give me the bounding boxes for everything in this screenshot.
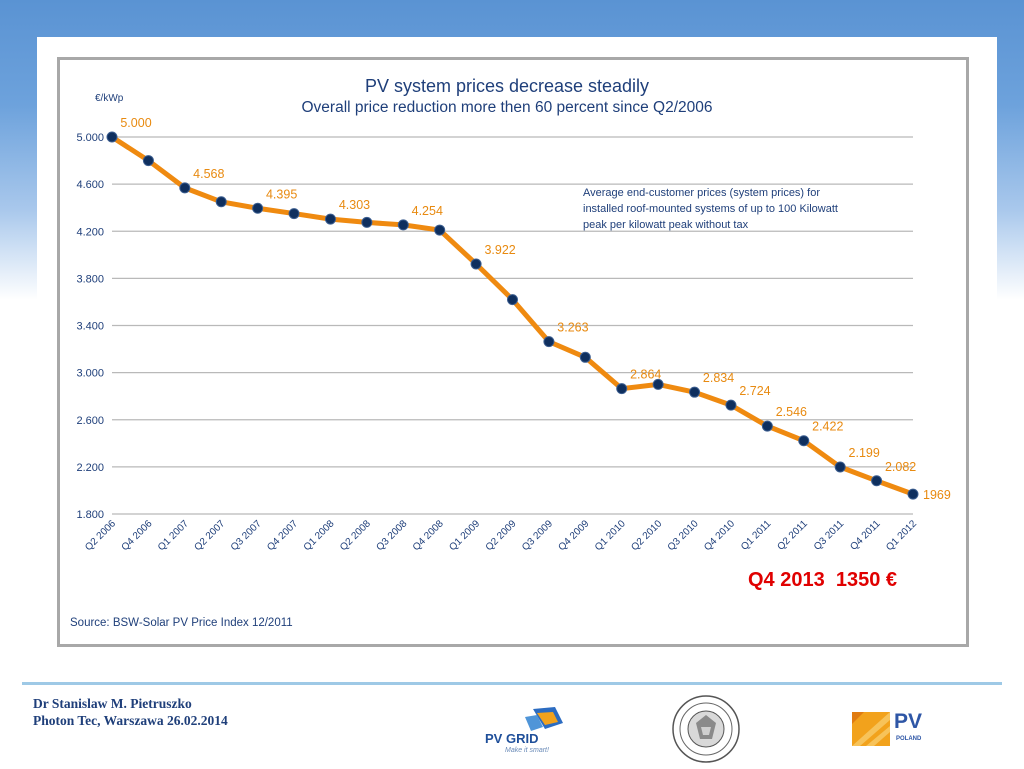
x-tick-label: Q1 2011 <box>739 518 774 553</box>
x-tick-label: Q2 2007 <box>192 518 227 553</box>
data-point <box>434 224 446 236</box>
y-tick-label: 2.600 <box>76 415 104 427</box>
data-label: 1969 <box>923 488 951 502</box>
x-tick-label: Q4 2011 <box>848 518 883 553</box>
data-label: 2.199 <box>849 446 880 460</box>
x-tick-label: Q4 2007 <box>265 518 300 553</box>
data-label: 2.082 <box>885 460 916 474</box>
data-point <box>543 336 555 348</box>
y-tick-label: 1.800 <box>76 509 104 521</box>
chart-frame: 5.000 4.600 4.200 3.800 3.400 3.000 2.600 2.200… <box>57 57 969 647</box>
data-point <box>689 386 701 398</box>
y-axis-label: €/kWp <box>95 93 124 104</box>
x-tick-label: Q3 2009 <box>520 518 555 553</box>
data-label: 4.568 <box>193 167 224 181</box>
q4-2013-price-note: Q4 2013 1350 € <box>748 569 898 591</box>
data-point <box>507 294 518 306</box>
pv-poland-logo: PV POLAND <box>852 710 932 750</box>
data-point <box>142 155 154 167</box>
x-tick-label: Q4 2010 <box>702 518 737 553</box>
data-point <box>470 258 482 270</box>
pv-grid-name: PV GRID <box>485 731 539 746</box>
pv-grid-emblem-icon <box>525 707 563 731</box>
annotation-line-1: Average end-customer prices (system pric… <box>583 187 820 199</box>
x-tick-label: Q3 2008 <box>374 518 409 553</box>
footer-divider <box>22 682 1002 685</box>
y-tick-label: 3.400 <box>76 321 104 333</box>
chart-title: PV system prices decrease steadily <box>365 76 649 96</box>
data-point <box>179 182 191 194</box>
x-tick-label: Q1 2012 <box>884 518 919 553</box>
data-label: 3.263 <box>557 321 588 335</box>
pv-poland-name: PV <box>894 710 923 733</box>
author-name: Dr Stanislaw M. Pietruszko <box>33 696 192 711</box>
data-point <box>106 131 118 143</box>
y-tick-label: 3.800 <box>76 273 104 285</box>
data-label: 2.422 <box>812 420 843 434</box>
data-label: 5.000 <box>120 116 151 130</box>
data-point <box>324 213 336 225</box>
x-tick-label: Q4 2006 <box>120 518 155 553</box>
pv-grid-tagline: Make it smart! <box>505 747 549 754</box>
data-point <box>616 383 628 395</box>
data-label: 2.724 <box>739 384 770 398</box>
price-line-chart: 5.000 4.600 4.200 3.800 3.400 3.000 2.600 2.200… <box>70 76 951 629</box>
x-tick-label: Q1 2007 <box>156 518 191 553</box>
data-point <box>725 399 737 411</box>
data-point <box>798 435 810 447</box>
x-tick-label: Q2 2008 <box>338 518 373 553</box>
data-point <box>288 208 300 220</box>
data-label: 4.254 <box>412 204 443 218</box>
data-point <box>907 488 919 500</box>
y-tick-label: 5.000 <box>76 132 104 144</box>
data-label: 4.395 <box>266 187 297 201</box>
data-point <box>252 202 264 214</box>
data-point <box>397 219 409 231</box>
pv-grid-logo: PV GRID Make it smart! <box>485 705 575 760</box>
data-point <box>652 378 664 390</box>
x-tick-label: Q4 2009 <box>557 518 592 553</box>
university-seal-logo <box>672 693 740 765</box>
data-point <box>361 216 373 228</box>
x-tick-label: Q1 2008 <box>302 518 337 553</box>
pv-poland-sun-icon <box>852 712 890 746</box>
annotation-line-3: peak per kilowatt peak without tax <box>583 219 749 231</box>
x-tick-label: Q2 2006 <box>83 518 118 553</box>
x-tick-label: Q2 2009 <box>484 518 519 553</box>
author-block: Dr Stanislaw M. Pietruszko Photon Tec, W… <box>33 695 228 729</box>
data-label: 4.303 <box>339 198 370 212</box>
x-tick-label: Q1 2010 <box>593 518 628 553</box>
data-label: 3.922 <box>484 243 515 257</box>
y-tick-label: 4.200 <box>76 226 104 238</box>
x-tick-label: Q3 2007 <box>229 518 264 553</box>
annotation-line-2: installed roof-mounted systems of up to … <box>583 203 838 215</box>
author-affiliation: Photon Tec, Warszawa 26.02.2014 <box>33 713 228 728</box>
data-point <box>871 475 883 487</box>
x-tick-label: Q4 2008 <box>411 518 446 553</box>
y-tick-label: 4.600 <box>76 179 104 191</box>
y-tick-label: 3.000 <box>76 368 104 380</box>
data-point <box>215 196 227 208</box>
university-seal-icon <box>672 695 740 763</box>
source-note: Source: BSW-Solar PV Price Index 12/2011 <box>70 617 293 629</box>
pv-poland-sub: POLAND <box>896 736 922 742</box>
y-tick-label: 2.200 <box>76 462 104 474</box>
x-tick-label: Q3 2011 <box>812 518 847 553</box>
data-label: 2.864 <box>630 368 661 382</box>
data-point <box>834 461 846 473</box>
data-label: 2.834 <box>703 371 734 385</box>
data-label: 2.546 <box>776 405 807 419</box>
chart-subtitle: Overall price reduction more then 60 per… <box>302 99 713 116</box>
data-point <box>579 351 591 363</box>
x-tick-label: Q2 2010 <box>629 518 664 553</box>
x-tick-label: Q3 2010 <box>666 518 701 553</box>
x-tick-label: Q1 2009 <box>447 518 482 553</box>
data-point <box>761 420 773 432</box>
x-tick-label: Q2 2011 <box>776 518 811 553</box>
